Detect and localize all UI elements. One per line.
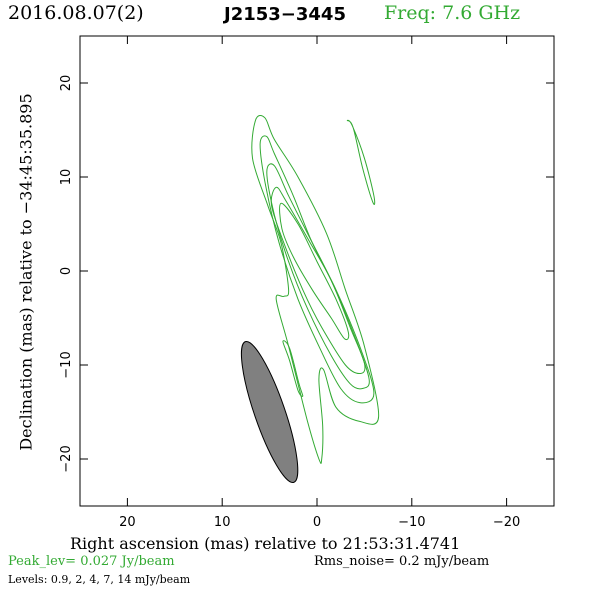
x-tick-label: 20 (119, 515, 136, 530)
contour-0.9-mjy-1 (346, 119, 376, 205)
x-tick-label: 10 (214, 515, 231, 530)
y-tick-label: −10 (59, 351, 74, 378)
y-axis-label: Declination (mas) relative to −34:45:35.… (16, 93, 36, 451)
contour-2-mjy-3 (259, 135, 375, 404)
axis-ticks: 20 10 0 −10 −20 20 10 0 −10 −20 (59, 36, 554, 530)
rms-noise: Rms_noise= 0.2 mJy/beam (314, 554, 490, 569)
contour-layer (251, 114, 380, 464)
contour-7-mjy-5 (270, 186, 366, 375)
peak-level: Peak_lev= 0.027 Jy/beam (8, 554, 175, 569)
contour-0.9-mjy-2 (282, 340, 304, 397)
y-tick-label: −20 (59, 445, 74, 472)
source-name: J2153−3445 (224, 4, 346, 25)
contour-14-mjy-6 (279, 202, 350, 341)
y-tick-label: 20 (59, 75, 74, 92)
y-tick-label: 10 (59, 169, 74, 186)
x-axis-label: Right ascension (mas) relative to 21:53:… (70, 534, 461, 553)
contour-4-mjy-4 (266, 163, 370, 390)
x-tick-label: −20 (493, 515, 520, 530)
frequency-label: Freq: 7.6 GHz (384, 2, 521, 24)
beam-ellipse (240, 340, 299, 484)
x-tick-label: 0 (313, 515, 321, 530)
contour-levels: Levels: 0.9, 2, 4, 7, 14 mJy/beam (8, 573, 191, 586)
x-tick-label: −10 (398, 515, 425, 530)
plot-frame (79, 35, 555, 507)
observation-date: 2016.08.07(2) (8, 2, 144, 24)
contour-0.9-mjy-0 (251, 114, 380, 464)
y-tick-label: 0 (59, 267, 74, 275)
